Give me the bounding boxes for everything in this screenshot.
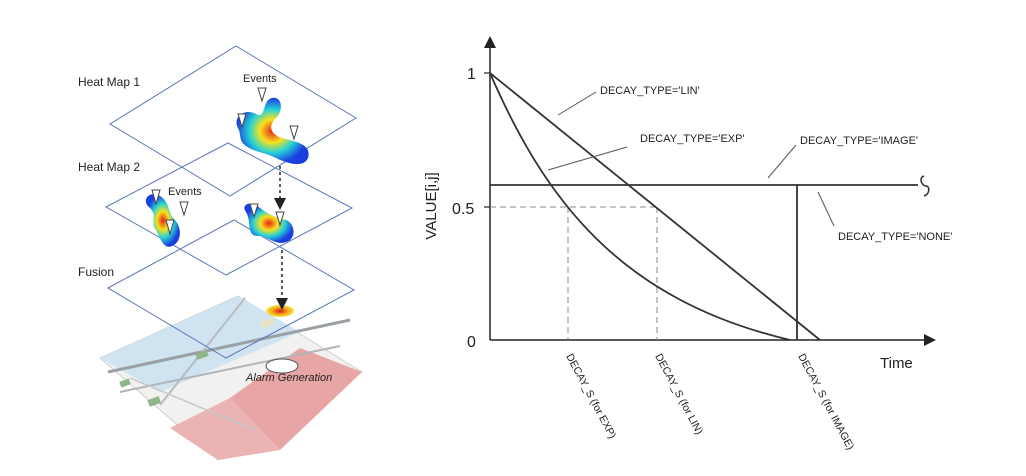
exp-curve <box>489 72 791 341</box>
y-tick-0: 0 <box>467 334 476 351</box>
fusion-label: Fusion <box>78 265 114 279</box>
x-axis-label: Time <box>880 355 913 372</box>
heat-map-1-layer: Heat Map 1 Events <box>78 45 357 197</box>
y-axis-label: VALUE[i,j] <box>423 172 440 239</box>
fusion-layer: Fusion <box>78 219 356 359</box>
exp-leader-line <box>547 146 628 171</box>
y-tick-0-5: 0.5 <box>452 201 474 218</box>
heat-blob-1 <box>236 97 309 165</box>
heat-map-1-label: Heat Map 1 <box>78 75 140 89</box>
heat-blob-2a <box>145 194 180 247</box>
fusion-heat-spot <box>266 305 294 317</box>
event-pin-icon <box>151 189 161 206</box>
lin-leader-line <box>557 91 597 116</box>
none-leader-line <box>817 191 835 227</box>
none-label: DECAY_TYPE='NONE' <box>838 231 952 243</box>
event-pin-icon <box>275 211 285 227</box>
image-label: DECAY_TYPE='IMAGE' <box>800 135 918 147</box>
city-map-base: Alarm Generation <box>99 295 363 461</box>
right-panel: 1 0.5 0 VALUE[i,j] Time DECAY_TYPE='LIN'… <box>372 28 998 468</box>
lin-curve <box>489 72 821 341</box>
events-label-2: Events <box>168 186 202 198</box>
event-pin-icon <box>257 87 267 103</box>
heat-map-2-layer: Heat Map 2 Events <box>78 142 354 276</box>
events-label-1: Events <box>243 73 277 85</box>
event-pin-icon <box>249 203 259 219</box>
exp-label: DECAY_TYPE='EXP' <box>640 133 745 145</box>
heat-blob-2b <box>244 203 294 243</box>
event-pin-icon <box>237 113 247 129</box>
event-pin-icon <box>179 201 189 217</box>
image-leader-line <box>767 144 797 179</box>
alarm-marker-ellipse <box>265 358 299 374</box>
continuation-break-icon <box>920 175 930 197</box>
alarm-generation-label: Alarm Generation <box>245 372 332 384</box>
heat-map-2-label: Heat Map 2 <box>78 160 140 174</box>
event-pin-icon <box>165 219 175 236</box>
event-pin-icon <box>289 125 299 141</box>
lin-label: DECAY_TYPE='LIN' <box>600 85 700 97</box>
left-panel: Alarm Generation Fusion Heat Map 2 Event… <box>70 28 363 468</box>
y-tick-1: 1 <box>467 66 476 83</box>
right-panel-background <box>372 28 998 468</box>
